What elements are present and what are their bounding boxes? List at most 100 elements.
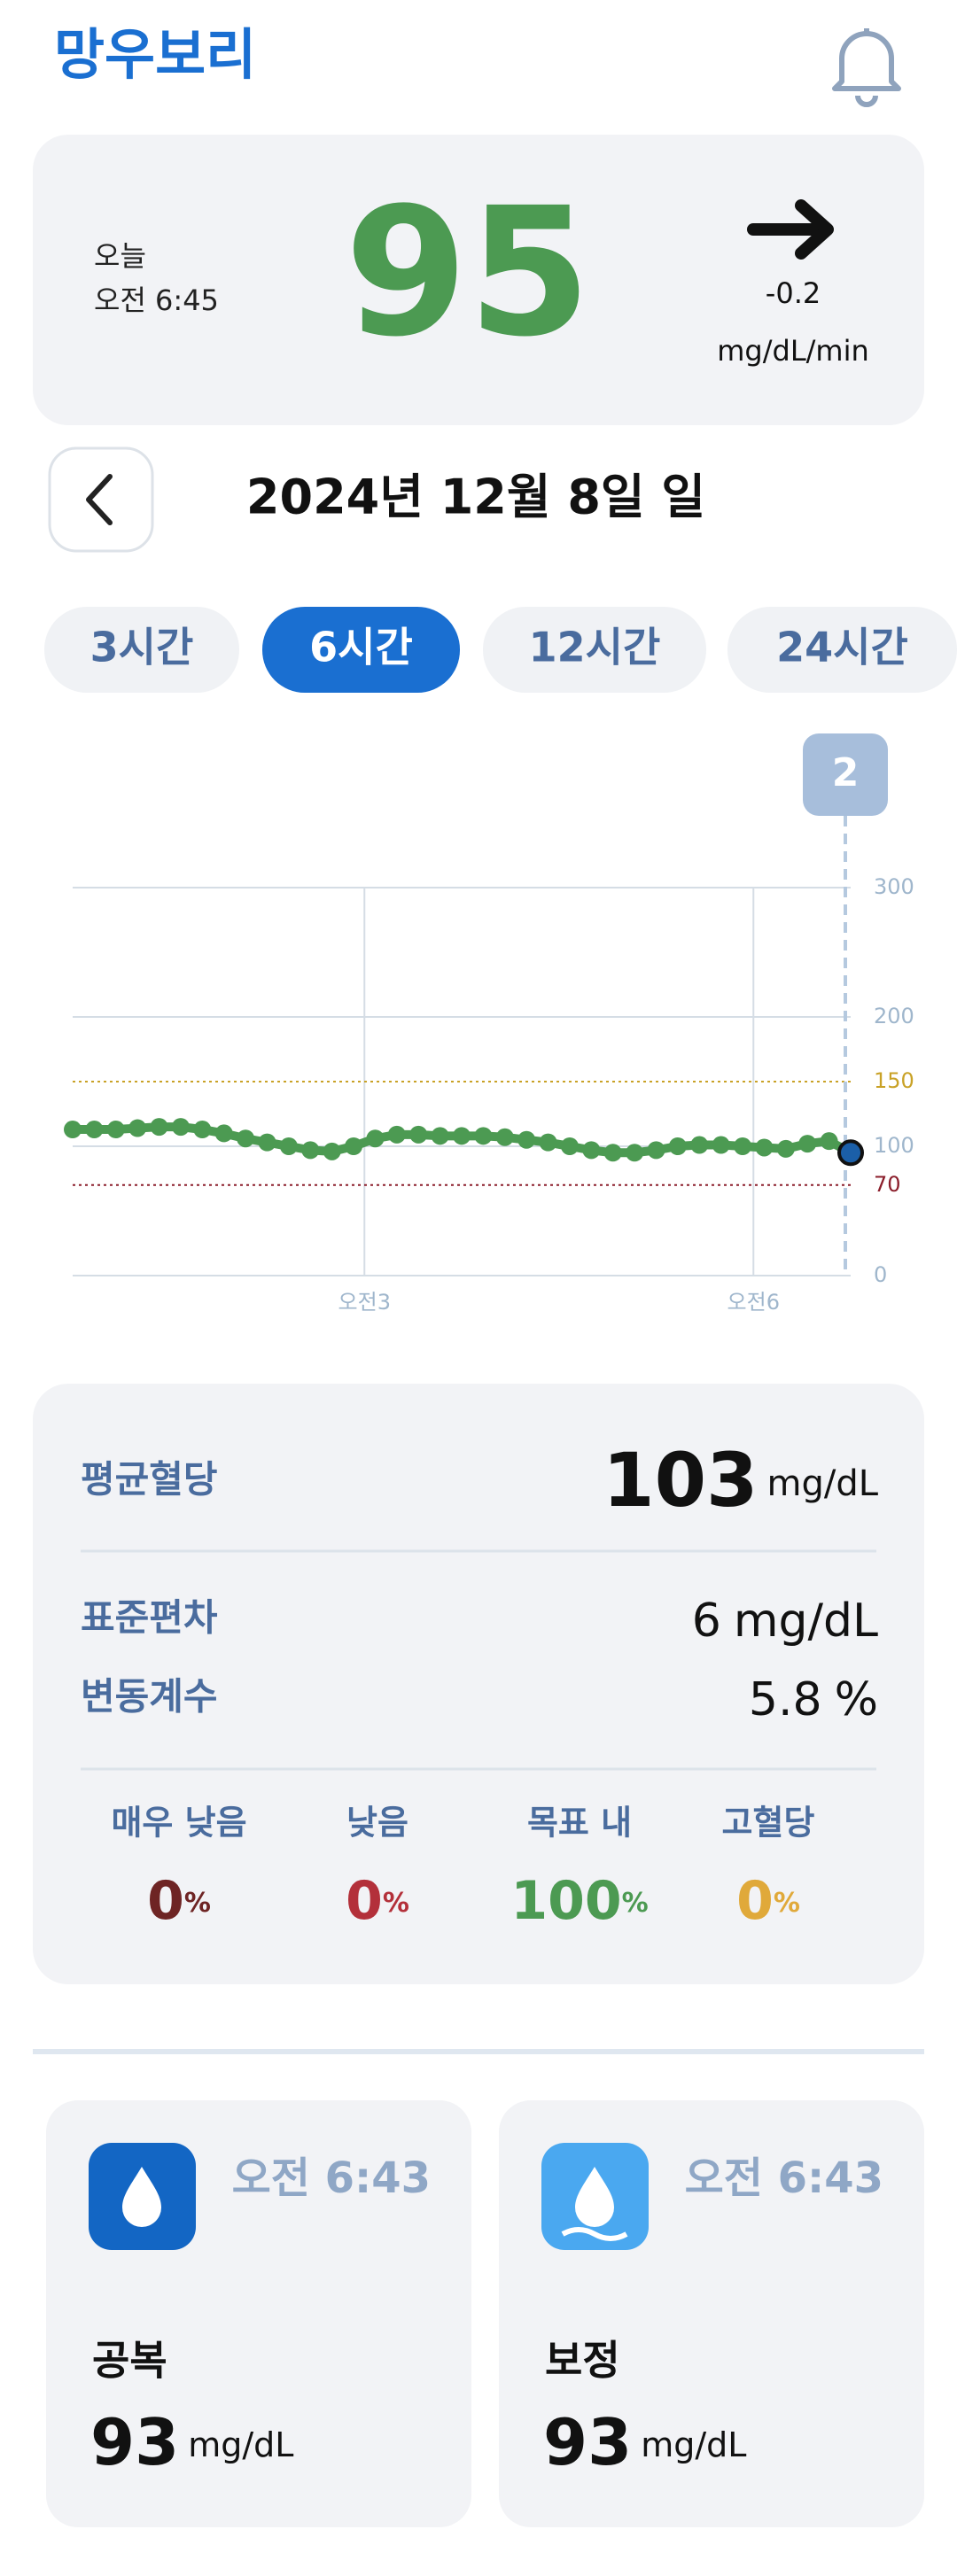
mean-value: 103 mg/dL (603, 1437, 879, 1524)
data-point (539, 1133, 557, 1152)
range-number: 100 (510, 1870, 621, 1932)
mean-number: 103 (603, 1437, 758, 1524)
current-value: 95 (345, 170, 591, 376)
tab[interactable] (44, 607, 239, 693)
today-label: 오늘 (94, 239, 146, 273)
record-icon (89, 2143, 196, 2250)
data-point (193, 1121, 212, 1139)
date-label: 2024년 12월 8일 일 (246, 469, 705, 525)
data-point (258, 1133, 276, 1152)
glucose-chart: 0 100 200 300 오전3 오전6 150 70 2 (64, 733, 914, 1315)
data-point (171, 1118, 190, 1137)
x-tick-label: 오전3 (338, 1290, 391, 1315)
data-point (755, 1138, 774, 1157)
data-point (279, 1137, 298, 1155)
cursor-badge-label: 2 (832, 750, 860, 795)
mean-label: 평균혈당 (81, 1458, 218, 1501)
record-label: 보정 (545, 2337, 620, 2385)
back-icon (86, 474, 113, 525)
mean-unit: mg/dL (766, 1463, 878, 1504)
data-point (798, 1135, 817, 1153)
record-icon (541, 2143, 649, 2250)
cv-value: 5.8% (749, 1673, 878, 1726)
cv-label: 변동계수 (81, 1675, 218, 1719)
trend-arrow (747, 199, 834, 260)
tab[interactable] (727, 607, 957, 693)
current-card (33, 135, 924, 425)
data-point (409, 1125, 428, 1144)
record-label: 공복 (92, 2337, 167, 2385)
data-point (150, 1118, 168, 1137)
trend-value: -0.2 (766, 276, 821, 310)
x-tick-label: 오전6 (727, 1290, 780, 1315)
data-point (128, 1119, 147, 1137)
data-point (323, 1142, 341, 1160)
threshold-label: 150 (874, 1068, 914, 1093)
data-point (603, 1144, 622, 1162)
data-point (301, 1141, 320, 1160)
record-time: 오전 6:43 (232, 2153, 431, 2203)
sd-unit: mg/dL (734, 1594, 878, 1648)
data-point (345, 1137, 363, 1155)
data-point (214, 1124, 233, 1143)
tab-label: 12시간 (529, 624, 661, 671)
icon-drop (122, 2167, 161, 2227)
app-title: 망우보리 (54, 22, 256, 87)
record-unit: mg/dL (188, 2425, 293, 2464)
y-tick-label: 300 (874, 874, 914, 899)
tab[interactable] (483, 607, 706, 693)
range-number: 0 (346, 1870, 383, 1932)
bell-icon[interactable] (832, 28, 901, 107)
y-tick-label: 0 (874, 1262, 887, 1287)
threshold-label: 70 (874, 1172, 901, 1197)
back-button[interactable] (48, 446, 154, 553)
data-point (453, 1127, 471, 1145)
sd-number: 6 (692, 1594, 721, 1648)
data-point (560, 1137, 579, 1155)
y-tick-label: 200 (874, 1004, 914, 1028)
sd-value: 6 mg/dL (692, 1594, 878, 1648)
cv-number: 5.8 (749, 1673, 822, 1726)
tab-label: 6시간 (309, 624, 413, 671)
range-value: 0% (736, 1870, 800, 1932)
data-point (495, 1128, 514, 1146)
record-number: 93 (90, 2405, 179, 2479)
range-value: 0% (346, 1870, 409, 1932)
current-point (837, 1139, 864, 1167)
tab[interactable] (262, 607, 460, 693)
range-label: 낮음 (346, 1804, 408, 1843)
sd-label: 표준편차 (81, 1596, 218, 1640)
data-point (431, 1127, 449, 1145)
range-label: 매우 낮음 (111, 1804, 246, 1843)
data-point (366, 1129, 385, 1148)
data-point (582, 1141, 601, 1160)
data-point (517, 1130, 536, 1149)
data-point (106, 1121, 125, 1139)
data-point (690, 1136, 709, 1154)
icon-wave (561, 2227, 628, 2241)
data-point (64, 1121, 82, 1139)
tab-bar: 3시간 6시간 12시간 24시간 (44, 607, 957, 693)
range-value: 0% (147, 1870, 211, 1932)
section-separator (33, 2049, 924, 2054)
y-tick-label: 100 (874, 1133, 914, 1158)
range-unit: % (383, 1888, 409, 1919)
range-value: 100% (510, 1870, 648, 1932)
range-unit: % (622, 1888, 649, 1919)
range-label: 고혈당 (722, 1804, 815, 1843)
tab-label: 3시간 (90, 624, 194, 671)
cursor-badge[interactable] (803, 733, 888, 816)
range-number: 0 (736, 1870, 774, 1932)
range-label: 목표 내 (527, 1804, 632, 1843)
record-time: 오전 6:43 (685, 2153, 883, 2203)
data-point (387, 1125, 406, 1144)
stats-card (33, 1384, 924, 1984)
data-point (820, 1132, 838, 1151)
data-point (668, 1137, 687, 1155)
current-time: 오전 6:45 (94, 283, 219, 317)
tab-label: 24시간 (776, 624, 908, 671)
data-point (712, 1136, 730, 1154)
